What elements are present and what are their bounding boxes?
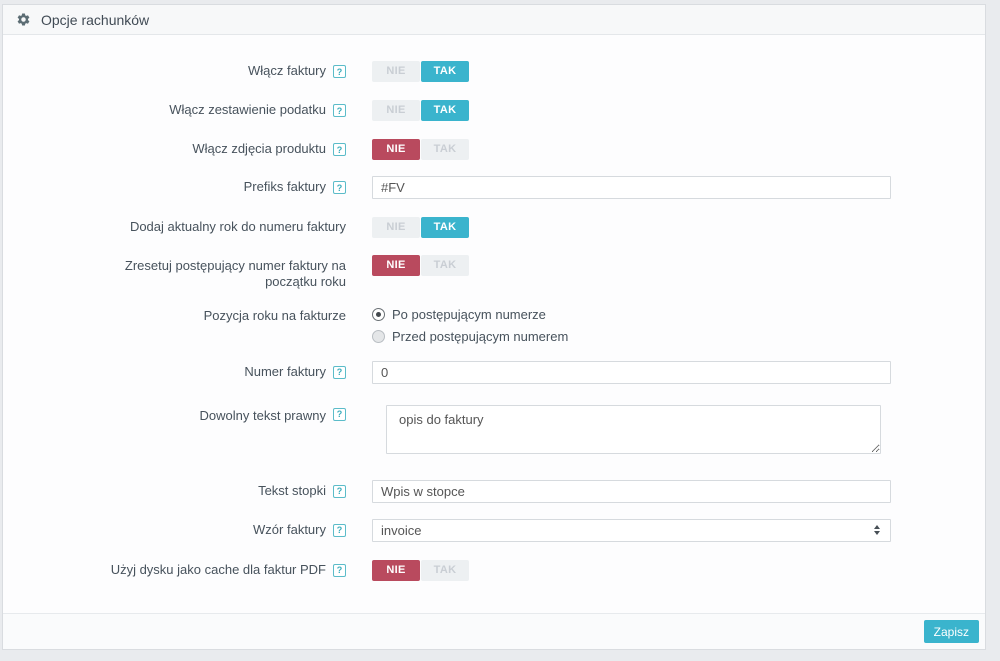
field-label: Użyj dysku jako cache dla faktur PDF: [110, 561, 326, 577]
add-current-year-toggle[interactable]: NIE TAK: [372, 217, 469, 238]
radio-button[interactable]: [372, 329, 385, 343]
row-disk-cache-pdf: Użyj dysku jako cache dla faktur PDF ? N…: [3, 559, 985, 581]
radio-button[interactable]: [372, 307, 385, 321]
toggle-option-no[interactable]: NIE: [372, 139, 420, 160]
legal-text-textarea[interactable]: opis do faktury: [386, 404, 881, 454]
field-label: Dowolny tekst prawny: [199, 407, 326, 423]
save-button[interactable]: Zapisz: [923, 620, 979, 643]
field-label: Pozycja roku na fakturze: [203, 307, 346, 323]
field-label: Zresetuj postępujący numer faktury na po…: [124, 258, 346, 290]
field-label: Włącz zdjęcia produktu: [192, 141, 326, 157]
invoice-options-panel: Opcje rachunków Włącz faktury ? NIE TAK …: [2, 4, 986, 650]
toggle-option-no[interactable]: NIE: [372, 61, 420, 82]
toggle-option-yes[interactable]: TAK: [421, 139, 469, 160]
enable-tax-summary-toggle[interactable]: NIE TAK: [372, 100, 469, 121]
radio-label[interactable]: Przed postępującym numerem: [392, 328, 569, 344]
enable-invoices-toggle[interactable]: NIE TAK: [372, 61, 469, 82]
toggle-option-no[interactable]: NIE: [372, 217, 420, 238]
radio-option-before-number[interactable]: Przed postępującym numerem: [372, 329, 568, 344]
field-label: Tekst stopki: [258, 482, 326, 498]
help-icon[interactable]: ?: [333, 104, 346, 117]
enable-product-photos-toggle[interactable]: NIE TAK: [372, 139, 469, 160]
toggle-option-no[interactable]: NIE: [372, 100, 420, 121]
row-year-position: Pozycja roku na fakturze Po postępującym…: [3, 305, 985, 344]
toggle-option-no[interactable]: NIE: [372, 255, 420, 276]
footer-text-input[interactable]: [372, 479, 891, 503]
row-reset-invoice-number: Zresetuj postępujący numer faktury na po…: [3, 255, 985, 291]
invoice-template-select[interactable]: invoice: [372, 518, 891, 542]
gear-icon: [16, 12, 31, 27]
year-position-radio-group: Po postępującym numerze Przed postępując…: [372, 305, 568, 344]
row-enable-invoices: Włącz faktury ? NIE TAK: [3, 61, 985, 82]
help-icon[interactable]: ?: [333, 143, 346, 156]
toggle-option-yes[interactable]: TAK: [421, 255, 469, 276]
toggle-option-no[interactable]: NIE: [372, 559, 420, 581]
toggle-option-yes[interactable]: TAK: [421, 100, 469, 121]
row-invoice-number: Numer faktury ?: [3, 360, 985, 384]
field-label: Włącz zestawienie podatku: [169, 102, 326, 118]
options-form: Włącz faktury ? NIE TAK Włącz zestawieni…: [3, 35, 985, 613]
row-invoice-prefix: Prefiks faktury ?: [3, 176, 985, 199]
panel-title: Opcje rachunków: [41, 11, 150, 28]
row-enable-product-photos: Włącz zdjęcia produktu ? NIE TAK: [3, 139, 985, 160]
help-icon[interactable]: ?: [333, 65, 346, 78]
toggle-option-yes[interactable]: TAK: [421, 61, 469, 82]
panel-footer: Zapisz: [3, 613, 985, 649]
help-icon[interactable]: ?: [333, 484, 346, 498]
toggle-option-yes[interactable]: TAK: [421, 217, 469, 238]
row-enable-tax-summary: Włącz zestawienie podatku ? NIE TAK: [3, 100, 985, 121]
invoice-prefix-input[interactable]: [372, 176, 891, 199]
field-label: Włącz faktury: [247, 63, 326, 79]
row-legal-text: Dowolny tekst prawny ? opis do faktury: [3, 404, 985, 459]
row-invoice-template: Wzór faktury ? invoice: [3, 518, 985, 542]
row-footer-text: Tekst stopki ?: [3, 479, 985, 503]
field-label: Numer faktury: [244, 363, 326, 379]
invoice-number-input[interactable]: [372, 360, 891, 384]
select-arrows-icon: [874, 525, 880, 535]
disk-cache-pdf-toggle[interactable]: NIE TAK: [372, 559, 469, 581]
field-label: Wzór faktury: [253, 521, 326, 537]
panel-header: Opcje rachunków: [3, 5, 985, 35]
row-add-current-year: Dodaj aktualny rok do numeru faktury NIE…: [3, 217, 985, 238]
field-label: Prefiks faktury: [243, 179, 326, 195]
help-icon[interactable]: ?: [333, 563, 346, 577]
help-icon[interactable]: ?: [333, 523, 346, 537]
help-icon[interactable]: ?: [333, 181, 346, 194]
selected-option: invoice: [381, 522, 422, 538]
toggle-option-yes[interactable]: TAK: [421, 559, 469, 581]
help-icon[interactable]: ?: [333, 407, 346, 421]
field-label: Dodaj aktualny rok do numeru faktury: [129, 219, 346, 235]
radio-option-after-number[interactable]: Po postępującym numerze: [372, 307, 568, 322]
help-icon[interactable]: ?: [333, 365, 346, 379]
reset-invoice-number-toggle[interactable]: NIE TAK: [372, 255, 469, 276]
radio-label[interactable]: Po postępującym numerze: [392, 306, 546, 322]
